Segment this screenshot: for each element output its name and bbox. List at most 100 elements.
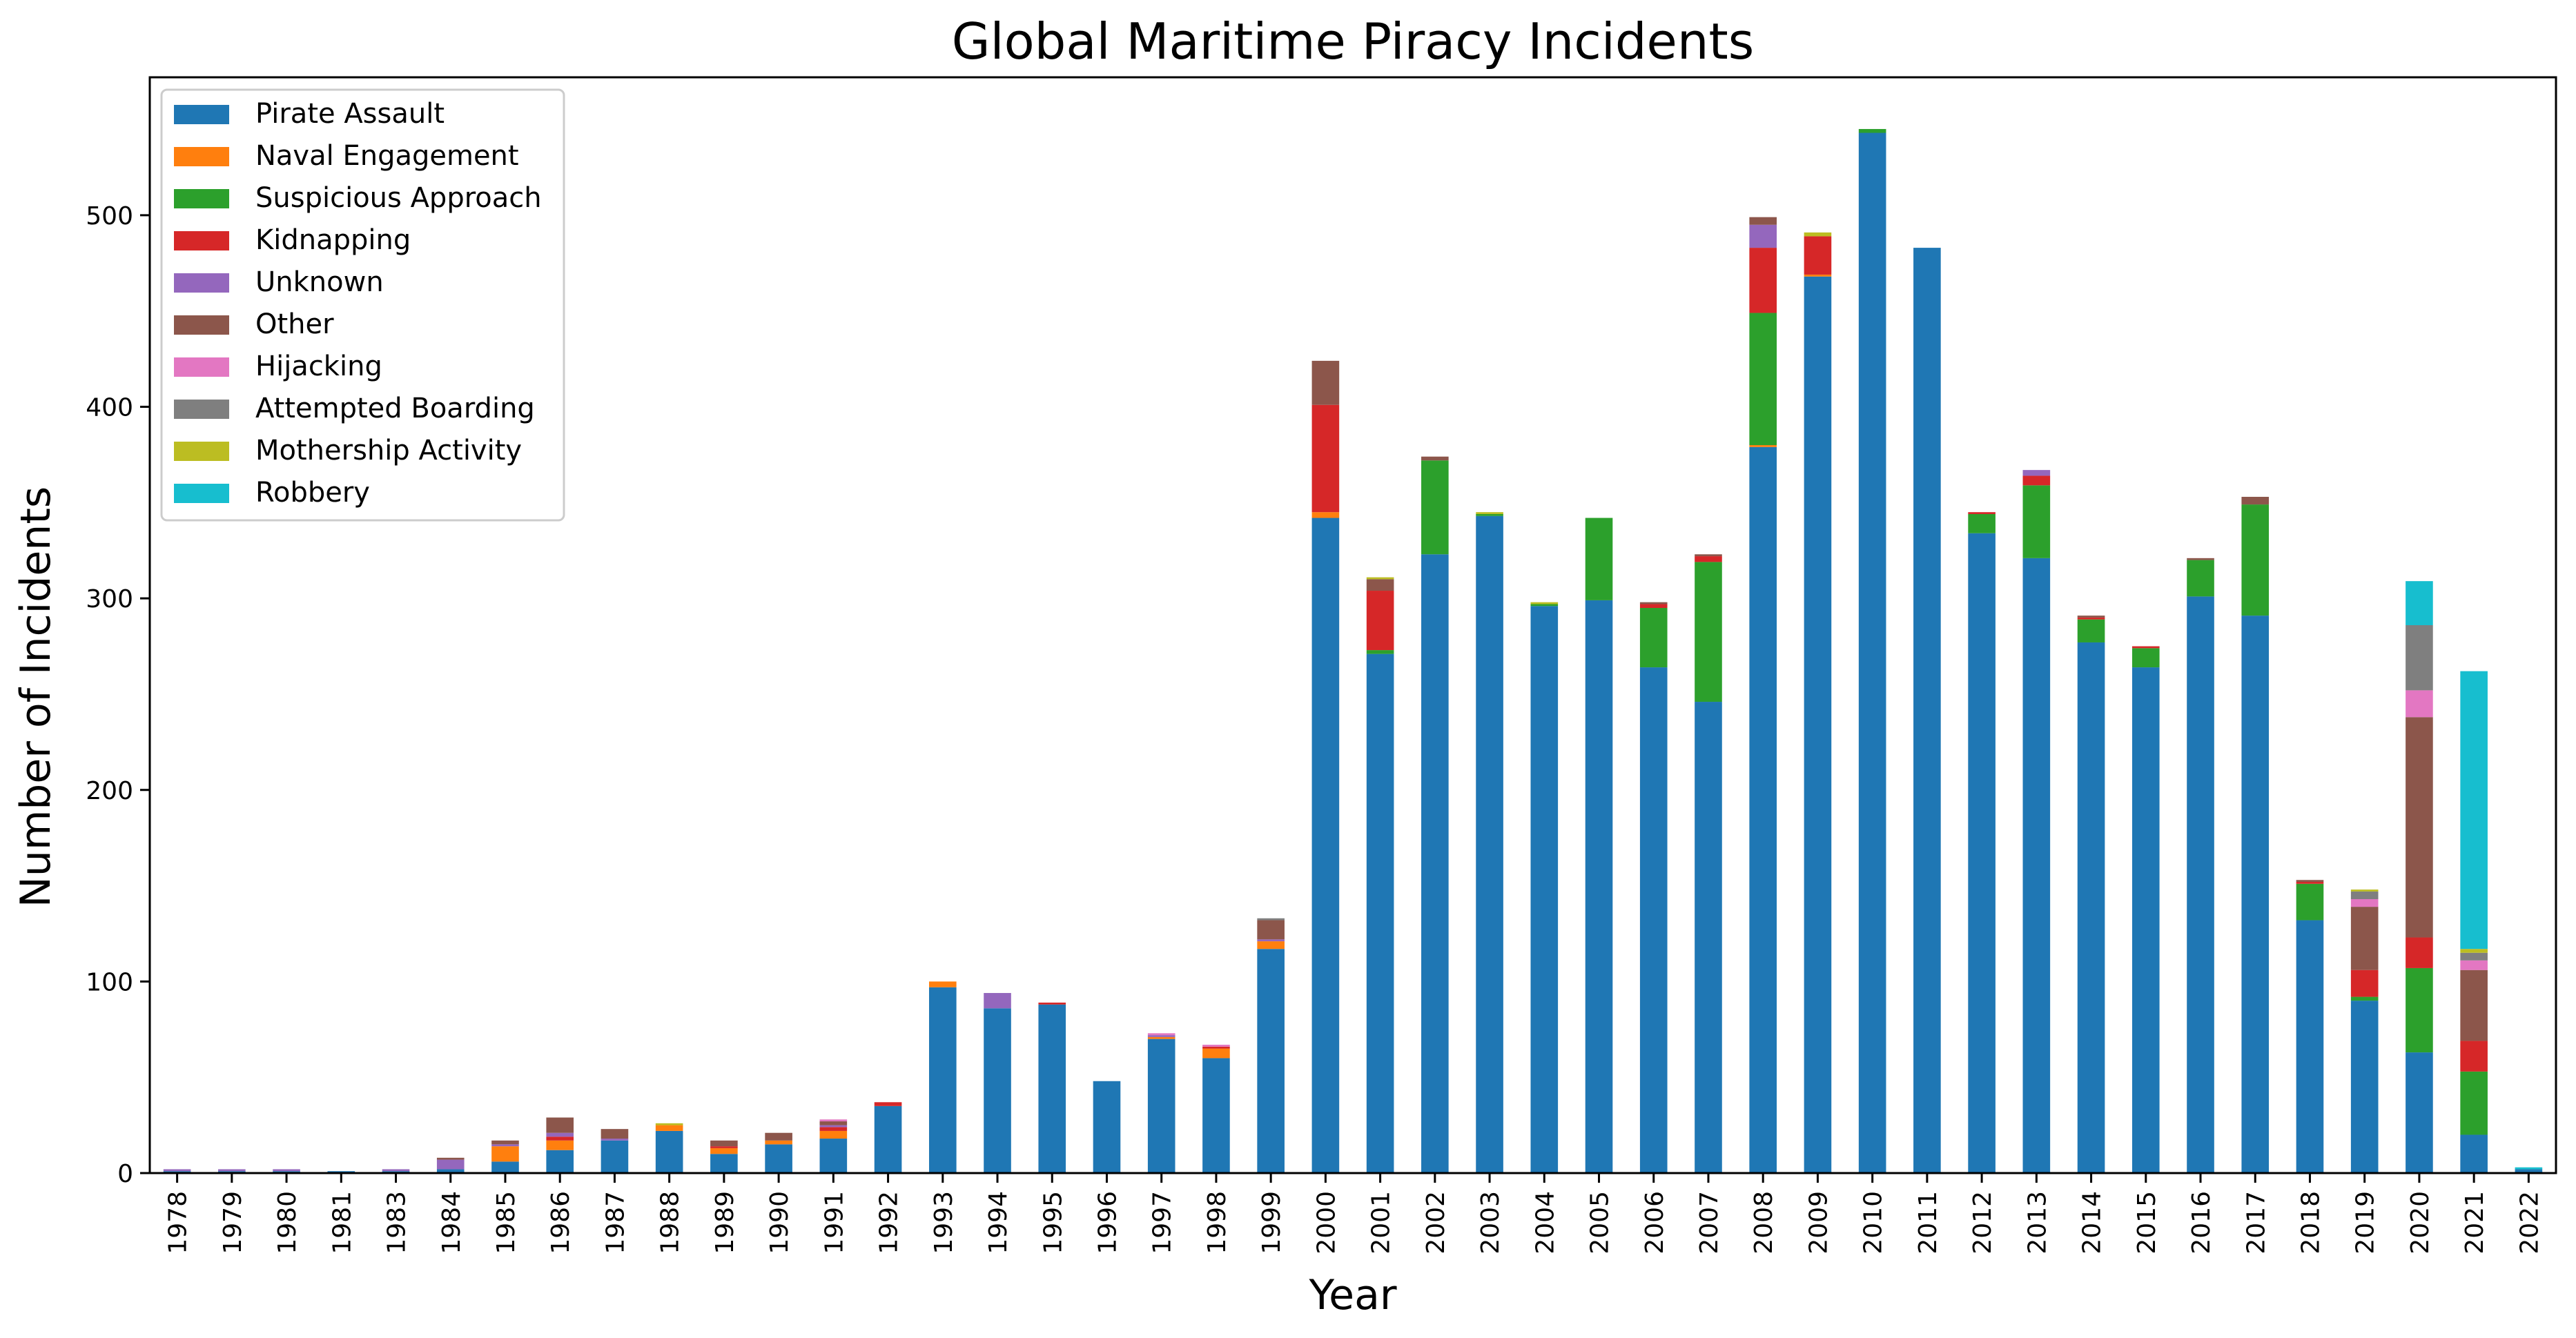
bar-2001-series-5	[1366, 579, 1394, 591]
bar-2019-series-7	[2350, 891, 2379, 899]
bar-1987-series-4	[601, 1139, 629, 1141]
legend-label-7: Attempted Boarding	[255, 393, 535, 424]
bar-1993-series-1	[928, 981, 957, 987]
x-tick-label-2007: 2007	[1695, 1191, 1724, 1255]
bar-2013-series-2	[2022, 485, 2051, 558]
bar-1985-series-0	[491, 1161, 519, 1173]
bar-2020-series-6	[2406, 690, 2433, 718]
legend-label-5: Other	[255, 308, 334, 340]
bar-2006-series-5	[1639, 602, 1668, 604]
x-tick-label-2000: 2000	[1312, 1191, 1340, 1255]
bar-2019-series-5	[2350, 907, 2379, 970]
legend-swatch-7	[174, 400, 229, 419]
bar-2018-series-2	[2296, 883, 2324, 921]
bar-2012-series-0	[1968, 533, 1996, 1173]
x-tick-label-2002: 2002	[1422, 1191, 1450, 1255]
bar-2021-series-0	[2460, 1134, 2488, 1173]
bar-1984-series-0	[436, 1169, 465, 1173]
x-tick-label-1995: 1995	[1039, 1191, 1067, 1255]
bar-1993-series-0	[928, 987, 957, 1173]
bar-2007-series-0	[1695, 702, 1722, 1173]
bar-2019-series-8	[2350, 889, 2379, 892]
bar-2006-series-3	[1639, 604, 1668, 609]
bar-1980-series-4	[273, 1169, 300, 1172]
x-tick-label-2001: 2001	[1367, 1191, 1396, 1255]
bar-2000-series-1	[1311, 512, 1340, 518]
bar-2019-series-0	[2350, 1001, 2379, 1173]
bar-2022-series-0	[2515, 1169, 2543, 1173]
bar-2013-series-3	[2022, 475, 2051, 486]
y-axis: 0 100 200 300 400 500	[86, 202, 150, 1188]
x-tick-label-1985: 1985	[492, 1191, 520, 1255]
bar-1990-series-5	[765, 1132, 792, 1141]
bar-1998-series-0	[1202, 1058, 1230, 1173]
legend-swatch-0	[174, 105, 229, 124]
legend-swatch-2	[174, 189, 229, 208]
legend-label-0: Pirate Assault	[255, 98, 445, 130]
bar-1989-series-5	[710, 1140, 738, 1147]
legend-swatch-5	[174, 315, 229, 335]
bar-2002-series-0	[1421, 554, 1449, 1173]
bar-1990-series-0	[765, 1144, 792, 1173]
bar-2008-series-5	[1749, 217, 1777, 225]
x-tick-label-1981: 1981	[328, 1191, 356, 1255]
bar-2021-series-9	[2460, 671, 2488, 950]
x-tick-label-2021: 2021	[2461, 1191, 2489, 1255]
bar-1987-series-0	[601, 1140, 629, 1173]
bar-2017-series-2	[2241, 504, 2270, 616]
bar-2006-series-2	[1639, 608, 1668, 668]
bar-1986-series-4	[546, 1132, 574, 1137]
bar-1999-series-5	[1257, 920, 1285, 940]
legend: Pirate Assault Naval Engagement Suspicious…	[160, 88, 565, 522]
x-tick-label-1989: 1989	[711, 1191, 739, 1255]
bar-1988-series-0	[655, 1130, 683, 1173]
x-tick-label-1999: 1999	[1258, 1191, 1286, 1255]
x-tick-label-1987: 1987	[601, 1191, 630, 1255]
bar-2000-series-3	[1311, 404, 1340, 513]
bar-1997-series-4	[1147, 1035, 1175, 1037]
bar-2002-series-2	[1421, 460, 1449, 555]
bar-2004-series-0	[1530, 606, 1559, 1173]
bar-2000-series-0	[1311, 518, 1340, 1173]
bar-2001-series-8	[1366, 577, 1394, 580]
bar-1998-series-6	[1202, 1044, 1230, 1047]
bar-2007-series-3	[1695, 556, 1722, 562]
bar-2019-series-2	[2350, 996, 2379, 1001]
bar-1999-series-1	[1257, 941, 1285, 950]
x-tick-label-2014: 2014	[2078, 1191, 2107, 1255]
bar-2014-series-3	[2077, 617, 2105, 620]
legend-label-2: Suspicious Approach	[255, 182, 542, 214]
bar-2013-series-4	[2022, 470, 2051, 476]
bar-2004-series-8	[1530, 602, 1559, 604]
x-tick-label-2016: 2016	[2187, 1191, 2216, 1255]
legend-label-8: Mothership Activity	[255, 435, 522, 466]
bar-1991-series-0	[819, 1139, 848, 1173]
bar-2020-series-2	[2406, 967, 2433, 1053]
bar-2007-series-5	[1695, 554, 1722, 557]
bar-1985-series-1	[491, 1146, 519, 1162]
bar-2009-series-1	[1804, 274, 1832, 277]
x-tick-label-2004: 2004	[1531, 1191, 1559, 1255]
bar-2022-series-9	[2515, 1167, 2543, 1170]
legend-label-3: Kidnapping	[255, 224, 411, 256]
x-tick-label-2022: 2022	[2515, 1191, 2544, 1255]
bar-2001-series-3	[1366, 591, 1394, 651]
x-axis: 1978 1979 1980 1981 1983 1984 1985 1986 1987 1988…	[164, 1173, 2544, 1255]
bar-1991-series-5	[819, 1121, 848, 1125]
x-tick-label-1990: 1990	[765, 1191, 794, 1255]
bar-1991-series-4	[819, 1125, 848, 1128]
bar-1994-series-4	[984, 993, 1011, 1009]
bar-2018-series-0	[2296, 920, 2324, 1173]
bar-2021-series-7	[2460, 952, 2488, 961]
x-tick-label-1992: 1992	[875, 1191, 904, 1255]
bar-1979-series-4	[218, 1169, 246, 1172]
x-tick-label-2006: 2006	[1641, 1191, 1669, 1255]
bar-2014-series-5	[2077, 616, 2105, 618]
bar-1990-series-1	[765, 1140, 792, 1145]
bar-2014-series-2	[2077, 619, 2105, 642]
bar-2019-series-3	[2350, 970, 2379, 997]
bar-2008-series-3	[1749, 248, 1777, 313]
bar-2001-series-0	[1366, 653, 1394, 1173]
bar-2010-series-2	[1858, 128, 1886, 133]
